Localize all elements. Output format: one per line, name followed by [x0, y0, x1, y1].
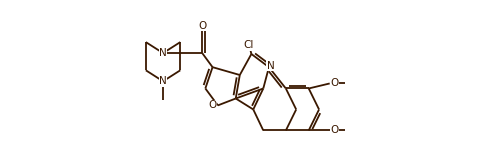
Text: Cl: Cl: [243, 40, 253, 50]
Text: O: O: [329, 78, 338, 88]
Text: N: N: [159, 48, 166, 58]
Text: N: N: [159, 76, 166, 86]
Text: O: O: [198, 21, 206, 30]
Text: O: O: [329, 125, 338, 135]
Text: O: O: [208, 100, 216, 110]
Text: N: N: [266, 61, 274, 71]
